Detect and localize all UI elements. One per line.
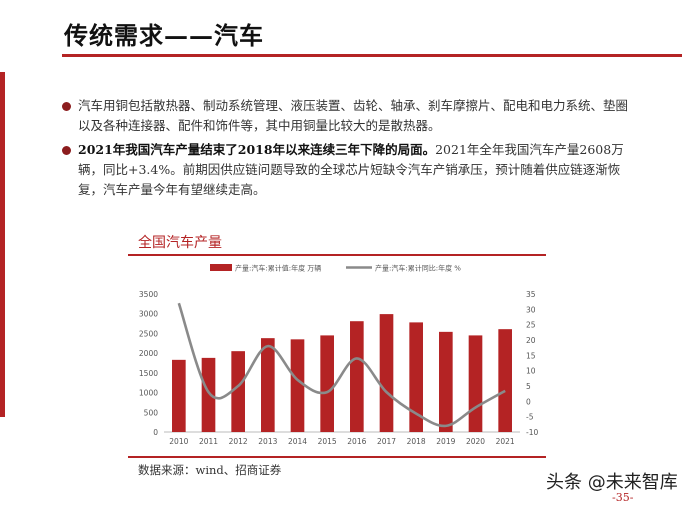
bullet-dot-icon: [62, 102, 71, 111]
title-divider: [62, 54, 682, 57]
y-right-tick-label: -10: [526, 428, 538, 437]
bullet-text-2: 2021年全年我国汽车产量2608万辆，同比+3.4%。前期因供应链问题导致的全…: [78, 142, 624, 197]
watermark: 头条 @未来智库: [546, 472, 678, 493]
x-tick-label: 2017: [377, 437, 396, 446]
bullet-item-2: 2021年我国汽车产量结束了2018年以来连续三年下降的局面。2021年全年我国…: [62, 140, 632, 200]
bar-2013: [261, 338, 275, 432]
page-title: 传统需求——汽车: [64, 21, 264, 50]
legend-bar-swatch: [210, 264, 232, 271]
x-tick-label: 2014: [288, 437, 307, 446]
x-tick-label: 2020: [466, 437, 485, 446]
chart-panel: 全国汽车产量 0 500 1000 1500 2000 2500 3000 3500 -10 -5…: [128, 226, 550, 466]
bullet-item-1: 汽车用铜包括散热器、制动系统管理、液压装置、齿轮、轴承、刹车摩擦片、配电和电力系…: [62, 96, 632, 136]
y-right-tick-label: 25: [526, 321, 536, 330]
y-right-tick-label: 15: [526, 351, 536, 360]
bar-2016: [350, 321, 364, 432]
bar-2015: [320, 335, 334, 432]
bar-2017: [379, 314, 394, 432]
x-tick-label: 2016: [347, 437, 366, 446]
y-right-tick-label: 10: [526, 367, 536, 376]
bullet-dot-icon: [62, 146, 71, 155]
x-tick-label: 2013: [258, 437, 277, 446]
x-tick-label: 2019: [436, 437, 455, 446]
bullet-text-1: 汽车用铜包括散热器、制动系统管理、液压装置、齿轮、轴承、刹车摩擦片、配电和电力系…: [78, 98, 629, 133]
chart-heading: 全国汽车产量: [138, 235, 222, 251]
y-right-tick-label: 20: [526, 336, 536, 345]
chart-bottom-rule: [128, 456, 546, 458]
bar-2012: [231, 351, 245, 432]
y-left-tick-label: 3500: [139, 290, 158, 299]
production-chart: 0 500 1000 1500 2000 2500 3000 3500 -10 -5 0 5 10 15 2…: [139, 264, 539, 447]
source-note: 数据来源：wind、招商证券: [138, 463, 282, 477]
yoy-growth-line: [177, 302, 506, 428]
left-accent-bar: [0, 72, 5, 417]
y-left-tick-label: 1500: [139, 369, 158, 378]
x-tick-label: 2012: [229, 437, 248, 446]
x-tick-label: 2018: [407, 437, 426, 446]
bar-2021: [498, 329, 512, 432]
y-right-tick-label: 35: [526, 290, 536, 299]
bar-2011: [201, 357, 216, 432]
legend-line-label: 产量:汽车:累计同比:年度 %: [375, 264, 461, 273]
y-right-tick-label: 0: [526, 397, 531, 406]
x-tick-label: 2015: [318, 437, 337, 446]
y-left-tick-label: 3000: [139, 310, 158, 319]
bar-2018: [409, 322, 423, 432]
y-right-tick-label: 5: [526, 382, 531, 391]
chart-top-rule: [128, 254, 546, 256]
bullet-list: 汽车用铜包括散热器、制动系统管理、液压装置、齿轮、轴承、刹车摩擦片、配电和电力系…: [62, 96, 632, 204]
x-tick-label: 2021: [496, 437, 515, 446]
y-left-tick-label: 0: [153, 428, 158, 437]
bar-2019: [439, 331, 453, 432]
bar-2020: [468, 335, 483, 432]
y-right-tick-label: 30: [526, 305, 536, 314]
x-tick-label: 2010: [169, 437, 188, 446]
bar-2010: [172, 359, 186, 432]
legend-bar-label: 产量:汽车:累计值:年度 万辆: [235, 264, 321, 273]
y-left-tick-label: 500: [144, 408, 159, 417]
y-right-tick-label: -5: [526, 413, 534, 422]
y-left-tick-label: 2500: [139, 329, 158, 338]
bullet-text-2-bold: 2021年我国汽车产量结束了2018年以来连续三年下降的局面。: [78, 142, 436, 157]
y-left-tick-label: 1000: [139, 389, 158, 398]
y-left-tick-label: 2000: [139, 349, 158, 358]
x-tick-label: 2011: [199, 437, 218, 446]
bar-2014: [290, 339, 305, 432]
page-number: -35-: [612, 491, 634, 504]
